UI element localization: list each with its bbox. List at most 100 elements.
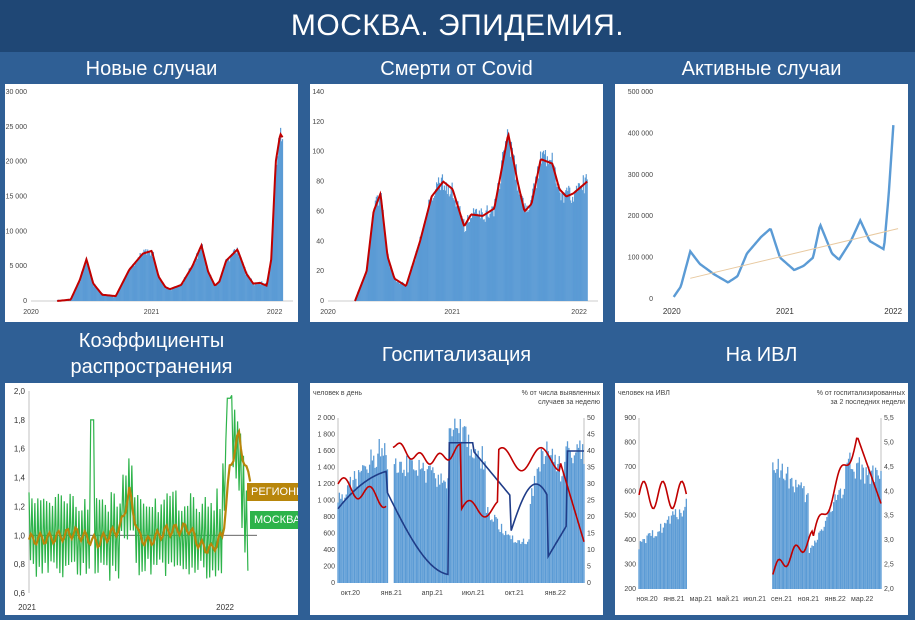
y-tick-label: 0,8 [14,560,26,569]
active-chart: 500 000 400 000 300 000 200 000 100 000 0 2020… [615,84,908,322]
y2-tick-label: 3,0 [884,537,894,544]
x-tick-label: май.21 [717,595,739,603]
y-tick-label: 200 [323,564,335,571]
x-tick-label: 2020 [663,307,681,316]
y2-tick-label: 5,0 [884,439,894,446]
y-tick-label: 200 000 [628,213,653,220]
y-tick-label: 0 [649,296,653,303]
y-tick-label: 15 000 [6,194,28,201]
x-tick-label: янв.21 [663,596,684,603]
x-tick-label: янв.21 [381,590,402,597]
y-tick-label: 200 [624,586,636,593]
x-tick-label: июл.21 [743,596,766,603]
hosp-title: Госпитализация [381,344,532,366]
y2-tick-label: 2,0 [884,586,894,593]
x-tick-label: мар.21 [690,596,712,603]
deaths-chart: 140 120 100 80 60 40 20 0 2020 2021 2022 [310,84,603,322]
y2-tick-label: 30 [587,481,595,488]
new-cases-title: Новые случаи [85,58,218,80]
ivl-percent-line [772,437,882,575]
page-title: МОСКВА. ЭПИДЕМИЯ. [0,0,915,52]
y-tick-label: 0 [23,298,27,305]
left-axis-label: человек на ИВЛ [618,390,670,397]
y-tick-label: 25 000 [6,124,28,131]
y-tick-label: 60 [316,208,324,215]
x-tick-label: 2022 [267,309,283,316]
y2-tick-label: 5,5 [884,415,894,422]
regions-line [27,427,252,554]
y-tick-label: 400 000 [628,130,653,137]
y-tick-label: 800 [323,514,335,521]
y-tick-label: 100 000 [628,255,653,262]
y-tick-label: 30 000 [6,89,28,96]
percent-line [337,476,387,509]
y2-tick-label: 4,0 [884,488,894,495]
x-tick-label: 2022 [571,309,587,316]
x-tick-label: ноя.20 [636,596,657,603]
y-tick-label: 400 [323,547,335,554]
ivl-chart: 900 800 700 600 500 400 300 200 5,5 5,0 4,5 4,0 3,5 3… [615,383,908,615]
y-tick-label: 1 400 [317,465,335,472]
x-tick-label: янв.22 [545,590,566,597]
y-tick-label: 1,0 [14,531,26,540]
y-tick-label: 40 [316,238,324,245]
y2-tick-label: 4,5 [884,464,894,471]
y2-tick-label: 40 [587,448,595,455]
y-tick-label: 0,6 [14,589,26,598]
y2-tick-label: 45 [587,432,595,439]
legend-moscow: МОСКВА [250,511,298,529]
y2-tick-label: 15 [587,531,595,538]
right-axis-label: случаев за неделю [538,399,600,406]
y2-tick-label: 0 [587,580,591,587]
y-tick-label: 100 [312,149,324,156]
x-tick-label: мар.22 [851,596,873,603]
y2-tick-label: 5 [587,564,591,571]
y-tick-label: 900 [624,415,636,422]
x-tick-label: 2022 [884,307,902,316]
y-tick-label: 1,8 [14,416,26,425]
y-tick-label: 600 [624,488,636,495]
y-tick-label: 0 [331,580,335,587]
y-tick-label: 500 [624,513,636,520]
right-axis-label: % от госпитализированных [817,390,906,397]
y-tick-label: 2,0 [14,387,26,396]
x-tick-label: 2020 [320,309,336,316]
y-tick-label: 1 000 [317,498,335,505]
x-tick-label: окт.21 [505,590,524,597]
ivl-percent-line [638,480,688,510]
y-tick-label: 400 [624,537,636,544]
deaths-title: Смерти от Covid [380,58,533,80]
y-tick-label: 1 600 [317,448,335,455]
x-tick-label: ноя.21 [798,596,819,603]
legend-regions: РЕГИОНЫ [247,483,298,501]
x-tick-label: июл.21 [462,590,485,597]
percent-line [392,442,585,542]
y-tick-label: 1 800 [317,432,335,439]
x-tick-label: 2020 [23,309,39,316]
x-tick-label: 2021 [444,309,460,316]
moscow-line [28,395,249,581]
x-tick-label: 2021 [18,603,36,612]
x-tick-label: сен.21 [771,596,792,603]
y-tick-label: 2 000 [317,415,335,422]
y-tick-label: 20 000 [6,159,28,166]
y2-tick-label: 50 [587,415,595,422]
x-tick-label: окт.20 [341,590,360,597]
trend-line [690,228,899,279]
hospitalized-line [337,441,584,576]
y2-tick-label: 35 [587,465,595,472]
y2-tick-label: 20 [587,514,595,521]
new-cases-chart: 30 000 25 000 20 000 15 000 10 000 5 000 0 2020… [5,84,298,322]
y-tick-label: 140 [312,89,324,96]
y-tick-label: 500 000 [628,89,653,96]
x-tick-label: 2021 [144,309,160,316]
x-tick-label: янв.22 [825,596,846,603]
y-tick-label: 80 [316,179,324,186]
r-coef-title: Коэффициенты распространения [70,330,233,378]
x-tick-label: 2021 [776,307,794,316]
y2-tick-label: 3,5 [884,513,894,520]
y-tick-label: 800 [624,439,636,446]
left-axis-label: человек в день [313,390,362,397]
y-tick-label: 0 [320,298,324,305]
right-axis-label: за 2 последних недели [830,399,905,406]
